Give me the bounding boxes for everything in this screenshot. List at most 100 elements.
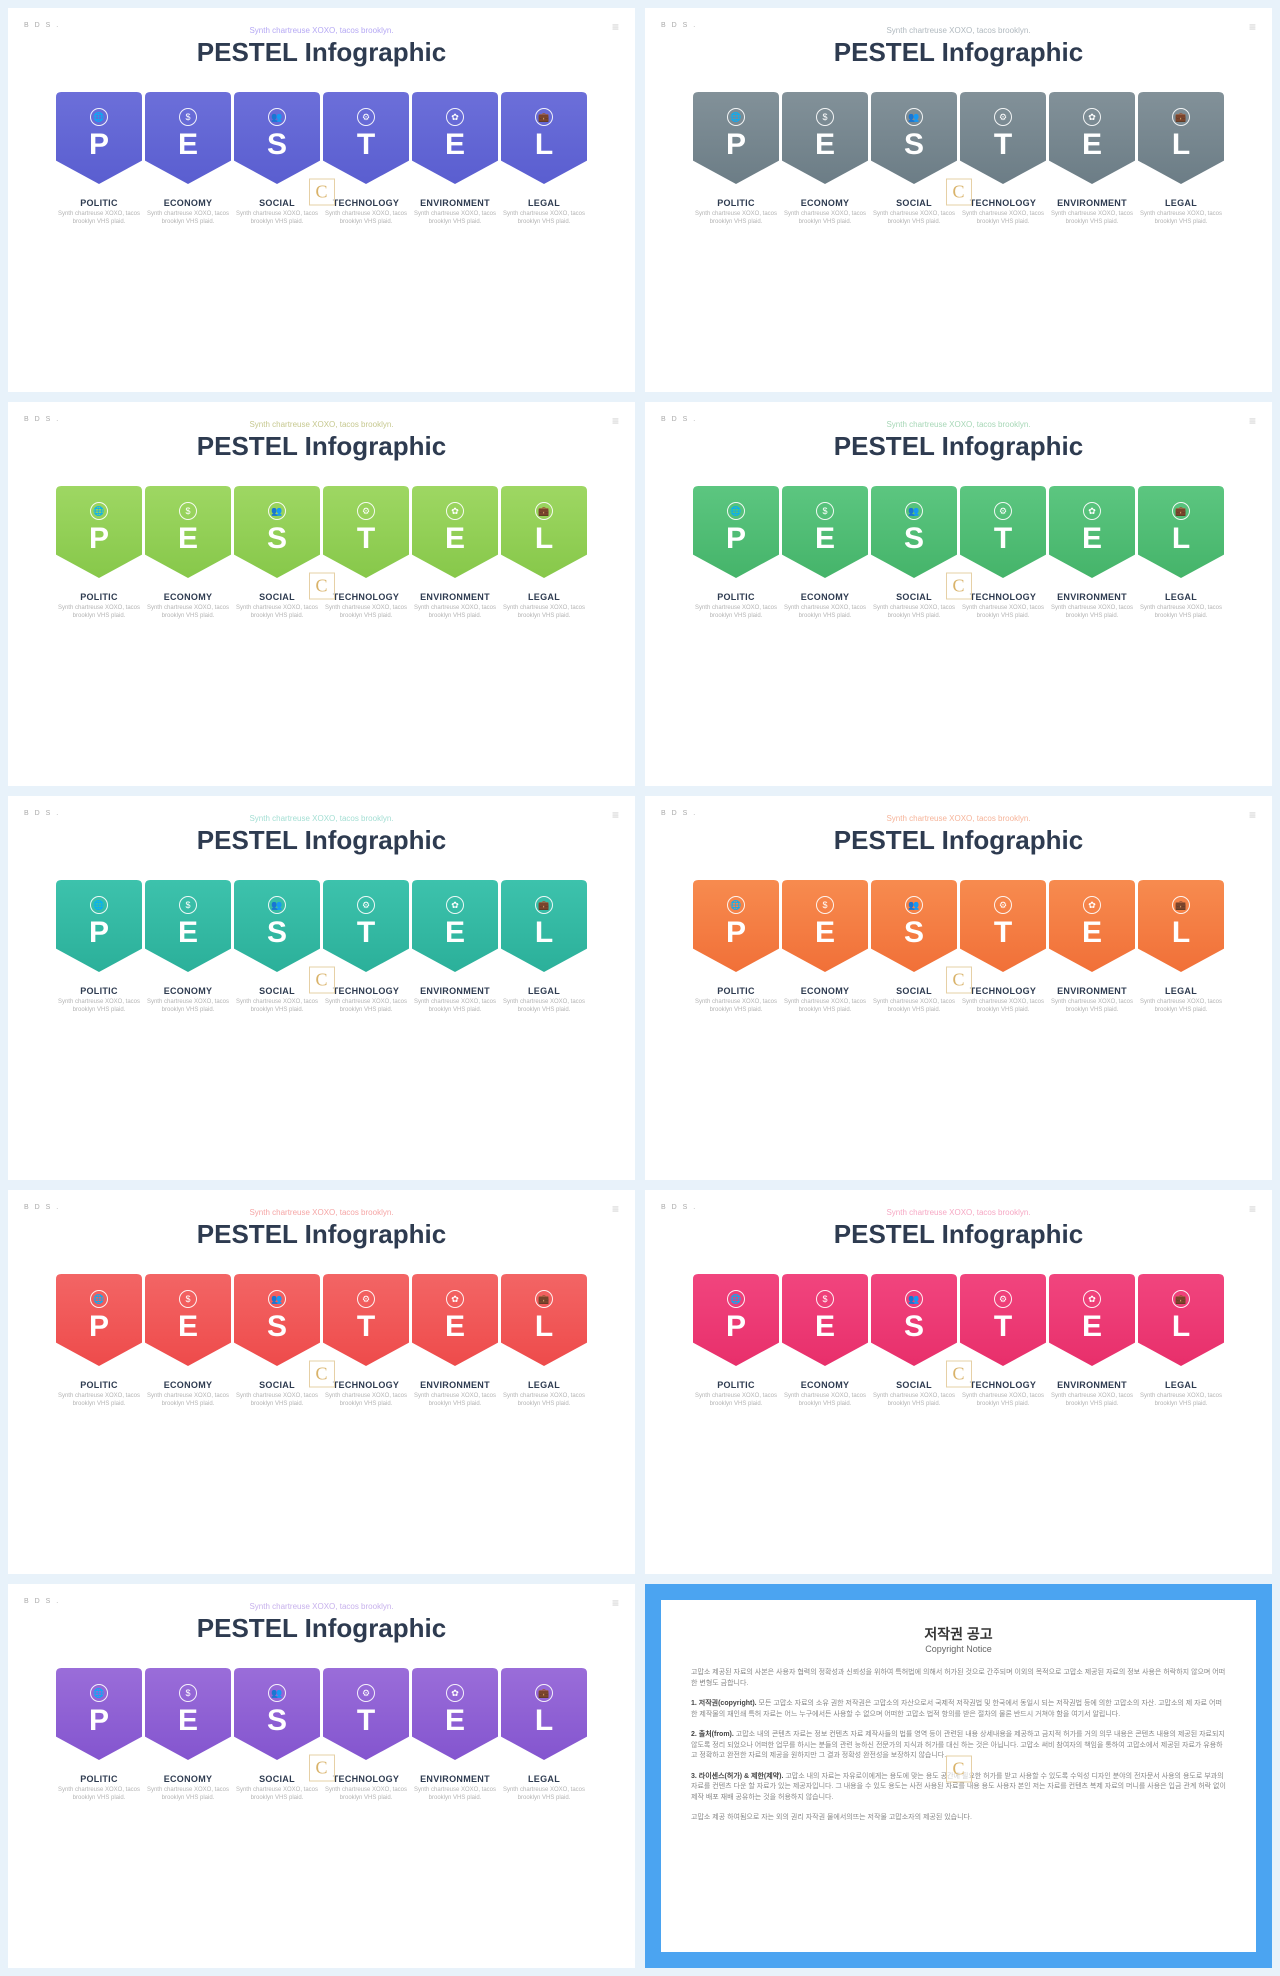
slide-number-badge: B D S . <box>24 1598 60 1605</box>
slide-number-badge: B D S . <box>661 416 697 423</box>
users-icon: 👥 <box>268 108 286 126</box>
category-description: Synth chartreuse XOXO, tacos brooklyn VH… <box>1049 999 1135 1015</box>
category-label: ECONOMY <box>145 592 231 602</box>
category-description: Synth chartreuse XOXO, tacos brooklyn VH… <box>234 1393 320 1409</box>
category-description: Synth chartreuse XOXO, tacos brooklyn VH… <box>693 211 779 227</box>
chevron-row: 🌐P $E 👥S ⚙T <box>36 880 607 972</box>
chevron-letter: T <box>357 1312 375 1342</box>
chevron-politic: 🌐P <box>56 486 142 578</box>
copyright-item-text: 고맙소 내의 콘텐츠 자료는 정보 컨텐츠 자료 제작사들의 법률 영역 등이 … <box>691 1731 1225 1759</box>
label-row: POLITICSynth chartreuse XOXO, tacos broo… <box>36 1380 607 1409</box>
copyright-item-0: 1. 저작권(copyright). 모든 고맙소 자료의 소유 권한 저작권은… <box>691 1699 1226 1720</box>
category-label: SOCIAL <box>871 1380 957 1390</box>
category-label: LEGAL <box>501 1774 587 1784</box>
category-label: SOCIAL <box>234 592 320 602</box>
category-label: ENVIRONMENT <box>1049 198 1135 208</box>
label-legal: LEGALSynth chartreuse XOXO, tacos brookl… <box>501 986 587 1015</box>
category-description: Synth chartreuse XOXO, tacos brooklyn VH… <box>501 605 587 621</box>
category-description: Synth chartreuse XOXO, tacos brooklyn VH… <box>782 1393 868 1409</box>
chevron-letter: S <box>904 918 924 948</box>
category-description: Synth chartreuse XOXO, tacos brooklyn VH… <box>234 211 320 227</box>
chevron-letter: E <box>815 918 835 948</box>
briefcase-icon: 💼 <box>535 1684 553 1702</box>
label-legal: LEGALSynth chartreuse XOXO, tacos brookl… <box>1138 198 1224 227</box>
slide-subtitle: Synth chartreuse XOXO, tacos brooklyn. <box>673 420 1244 429</box>
category-label: ECONOMY <box>145 1380 231 1390</box>
label-technology: TECHNOLOGYSynth chartreuse XOXO, tacos b… <box>960 986 1046 1015</box>
label-row: POLITIC Synth chartreuse XOXO, tacos broo… <box>673 198 1244 227</box>
category-label: TECHNOLOGY <box>323 986 409 996</box>
chevron-letter: E <box>445 1706 465 1736</box>
chevron-legal: 💼L <box>501 1668 587 1760</box>
category-label: LEGAL <box>1138 198 1224 208</box>
pestel-slide-purple-blue: B D S .≡Synth chartreuse XOXO, tacos bro… <box>8 8 635 392</box>
copyright-item-heading: 3. 라이센스(허가) & 제한(제약). <box>691 1773 783 1780</box>
category-description: Synth chartreuse XOXO, tacos brooklyn VH… <box>960 211 1046 227</box>
category-description: Synth chartreuse XOXO, tacos brooklyn VH… <box>871 605 957 621</box>
slide-subtitle: Synth chartreuse XOXO, tacos brooklyn. <box>36 1602 607 1611</box>
chevron-letter: P <box>89 1706 109 1736</box>
category-description: Synth chartreuse XOXO, tacos brooklyn VH… <box>1138 605 1224 621</box>
chevron-social: 👥S <box>871 92 957 184</box>
copyright-item-2: 3. 라이센스(허가) & 제한(제약). 고맙소 내의 자료는 자유로이에게는… <box>691 1772 1226 1804</box>
users-icon: 👥 <box>905 108 923 126</box>
dollar-icon: $ <box>816 108 834 126</box>
chevron-letter: L <box>1172 130 1190 160</box>
chevron-letter: E <box>178 524 198 554</box>
label-social: SOCIALSynth chartreuse XOXO, tacos brook… <box>871 1380 957 1409</box>
category-description: Synth chartreuse XOXO, tacos brooklyn VH… <box>1049 1393 1135 1409</box>
category-description: Synth chartreuse XOXO, tacos brooklyn VH… <box>323 999 409 1015</box>
label-technology: TECHNOLOGYSynth chartreuse XOXO, tacos b… <box>323 1774 409 1803</box>
chevron-technology: ⚙T <box>960 92 1046 184</box>
category-description: Synth chartreuse XOXO, tacos brooklyn VH… <box>234 605 320 621</box>
label-politic: POLITICSynth chartreuse XOXO, tacos broo… <box>56 198 142 227</box>
category-label: ENVIRONMENT <box>412 986 498 996</box>
label-social: SOCIAL Synth chartreuse XOXO, tacos brook… <box>234 198 320 227</box>
slide-number-badge: B D S . <box>661 1204 697 1211</box>
label-legal: LEGALSynth chartreuse XOXO, tacos brookl… <box>1138 1380 1224 1409</box>
copyright-title: 저작권 공고 <box>691 1624 1226 1644</box>
category-label: SOCIAL <box>234 986 320 996</box>
leaf-icon: ✿ <box>446 896 464 914</box>
chevron-letter: T <box>994 130 1012 160</box>
dollar-icon: $ <box>179 108 197 126</box>
chevron-letter: P <box>89 1312 109 1342</box>
label-technology: TECHNOLOGYSynth chartreuse XOXO, tacos b… <box>323 1380 409 1409</box>
gear-icon: ⚙ <box>357 896 375 914</box>
category-description: Synth chartreuse XOXO, tacos brooklyn VH… <box>412 605 498 621</box>
chevron-economy: $E <box>145 880 231 972</box>
category-label: POLITIC <box>56 1774 142 1784</box>
chevron-letter: L <box>535 1312 553 1342</box>
menu-icon: ≡ <box>1249 1202 1256 1216</box>
leaf-icon: ✿ <box>1083 108 1101 126</box>
chevron-technology: ⚙T <box>323 1668 409 1760</box>
category-label: POLITIC <box>56 592 142 602</box>
chevron-row: 🌐P $E 👥S ⚙T <box>673 880 1244 972</box>
briefcase-icon: 💼 <box>535 896 553 914</box>
label-technology: TECHNOLOGYSynth chartreuse XOXO, tacos b… <box>960 592 1046 621</box>
category-description: Synth chartreuse XOXO, tacos brooklyn VH… <box>501 1393 587 1409</box>
chevron-environment: ✿E <box>1049 486 1135 578</box>
category-label: POLITIC <box>693 198 779 208</box>
label-environment: ENVIRONMENTSynth chartreuse XOXO, tacos … <box>1049 1380 1135 1409</box>
slide-title: PESTEL Infographic <box>36 37 607 68</box>
label-economy: ECONOMYSynth chartreuse XOXO, tacos broo… <box>782 198 868 227</box>
category-label: SOCIAL <box>234 198 320 208</box>
slide-title: PESTEL Infographic <box>673 1219 1244 1250</box>
category-label: ENVIRONMENT <box>1049 986 1135 996</box>
chevron-letter: T <box>357 1706 375 1736</box>
chevron-letter: T <box>357 524 375 554</box>
gear-icon: ⚙ <box>357 108 375 126</box>
category-description: Synth chartreuse XOXO, tacos brooklyn VH… <box>323 211 409 227</box>
dollar-icon: $ <box>179 896 197 914</box>
chevron-environment: ✿E <box>1049 1274 1135 1366</box>
globe-icon: 🌐 <box>90 108 108 126</box>
category-description: Synth chartreuse XOXO, tacos brooklyn VH… <box>56 605 142 621</box>
category-description: Synth chartreuse XOXO, tacos brooklyn VH… <box>501 211 587 227</box>
category-description: Synth chartreuse XOXO, tacos brooklyn VH… <box>1049 211 1135 227</box>
category-description: Synth chartreuse XOXO, tacos brooklyn VH… <box>960 605 1046 621</box>
chevron-social: 👥S <box>234 486 320 578</box>
chevron-letter: L <box>1172 1312 1190 1342</box>
chevron-letter: E <box>815 130 835 160</box>
label-politic: POLITICSynth chartreuse XOXO, tacos broo… <box>56 1380 142 1409</box>
